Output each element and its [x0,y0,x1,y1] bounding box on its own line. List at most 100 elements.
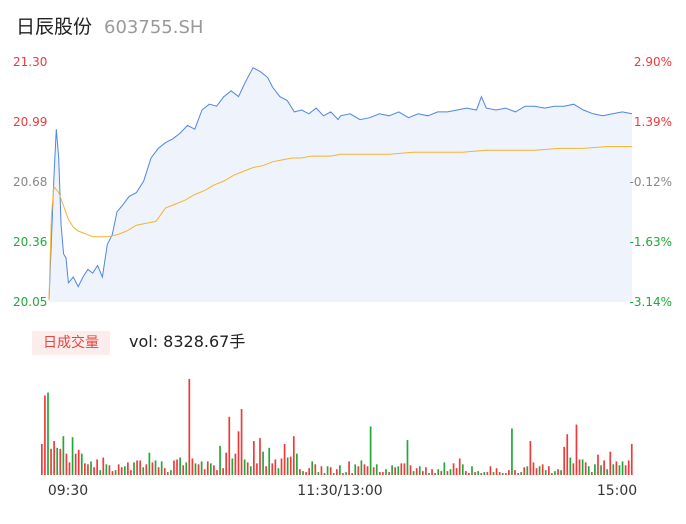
x-tick-label: 11:30/13:00 [297,483,382,499]
volume-bar [173,460,175,475]
volume-bar [329,467,332,475]
volume-bar [105,464,108,475]
volume-bar [452,463,455,475]
volume-bar [166,472,169,475]
volume-bar [461,464,464,475]
volume-bar [335,469,338,475]
volume-bar [77,449,80,475]
volume-bar [326,466,329,475]
volume-bar [590,472,593,475]
volume-bar [566,434,569,475]
volume-bar [259,438,261,475]
volume-bar [363,464,366,475]
volume-bar [517,473,519,475]
volume-bar [237,431,240,475]
volume-bar [228,416,231,475]
volume-bar [465,471,467,475]
volume-bar [609,451,612,475]
volume-bar [249,466,252,475]
volume-bar [99,470,102,475]
volume-bar [240,409,243,475]
volume-panel [41,378,633,475]
volume-bar [538,466,541,475]
volume-bar [213,465,215,475]
price-panel [48,67,633,302]
price-area-fill [49,67,632,302]
volume-bar [90,461,92,475]
volume-bar [351,473,354,475]
volume-bar [225,452,228,475]
volume-bar [541,464,544,475]
volume-bar [597,454,599,475]
price-line [48,67,633,301]
volume-bar [185,462,188,475]
volume-bar [480,473,483,475]
volume-bar [603,460,605,475]
volume-bar [87,464,89,475]
volume-bar [188,378,191,475]
volume-bar [323,473,326,475]
volume-bar [44,395,46,475]
volume-bar [176,459,178,475]
volume-bar [231,458,234,475]
volume-bar [375,464,378,475]
volume-bar [299,469,301,475]
volume-readout: vol: 8328.67手 [129,332,246,351]
volume-bar [243,459,246,475]
volume-bar [501,473,504,475]
volume-bar [280,458,283,475]
volume-bar [320,466,323,475]
volume-bar [148,452,151,475]
volume-bar [569,457,572,475]
volume-bar [369,426,372,475]
volume-bar [486,472,489,475]
volume-bar [477,471,479,475]
volume-bar [160,461,163,475]
volume-bar [56,447,59,475]
volume-bar [108,465,111,475]
volume-bar [308,468,310,475]
volume-bar [123,466,126,475]
volume-bar [117,464,120,475]
volume-bar [440,471,443,475]
x-tick-label: 09:30 [48,483,88,499]
volume-bar [511,428,513,475]
volume-bar [265,466,267,475]
volume-bar [514,470,516,475]
axis-labels: 21.30 20.99 20.68 20.36 20.05 2.90% 1.39% -0.12… [13,55,672,499]
volume-bar [114,470,117,475]
volume-bar [47,392,49,475]
volume-bar [504,473,507,475]
volume-bar [520,472,523,475]
volume-bar [498,472,501,475]
volume-bar [354,464,357,475]
volume-bar [508,470,510,475]
volume-bar [428,473,430,475]
volume-bar [292,436,295,475]
volume-bar [529,441,532,475]
volume-bar [286,457,289,475]
volume-bar [145,464,148,475]
volume-bar [357,466,360,475]
stock-name: 日辰股份 [16,16,93,38]
volume-bar [283,443,286,475]
volume-bar [584,462,587,475]
y-right-tick-label: -3.14% [630,295,672,309]
volume-bar [471,466,473,475]
volume-bar [142,467,145,475]
volume-bar [120,467,123,475]
volume-bar [578,459,581,475]
volume-bar [170,470,172,475]
volume-bar [53,441,55,475]
volume-bar [394,467,397,475]
volume-bar [234,453,237,475]
volume-bar [360,460,363,475]
volume-bar [194,463,197,475]
volume-bar [630,443,633,475]
volume-bar [606,469,609,475]
x-tick-label: 15:00 [597,483,637,499]
volume-bar [474,472,476,475]
volume-bar [253,441,255,475]
volume-bar [418,466,421,475]
y-right-tick-label: 1.39% [634,115,672,129]
